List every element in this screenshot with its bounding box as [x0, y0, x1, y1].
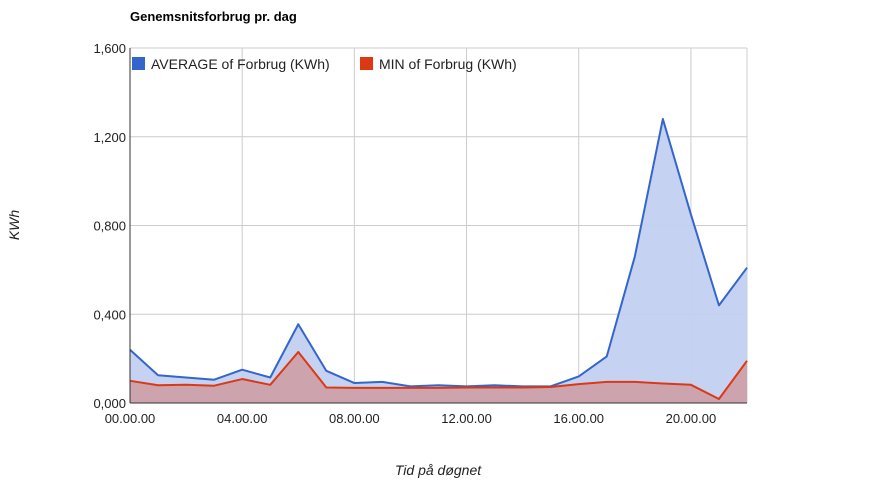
y-tick-label: 1,200 [93, 130, 126, 145]
legend-label: AVERAGE of Forbrug (KWh) [151, 56, 330, 72]
label-layer: 0,000 0,400 0,800 1,200 1,600 00.00.00 04.00.0… [93, 41, 716, 426]
chart-title: Genemsnitsforbrug pr. dag [130, 9, 297, 24]
x-tick-label: 12.00.00 [441, 411, 492, 426]
series-area-1 [130, 351, 747, 403]
legend-layer: AVERAGE of Forbrug (KWh) MIN of Forbrug (… [132, 56, 517, 72]
y-tick-label: 0,800 [93, 219, 126, 234]
legend-swatch [360, 57, 373, 70]
x-tick-label: 04.00.00 [217, 411, 268, 426]
y-tick-label: 0,400 [93, 307, 126, 322]
legend-swatch [132, 57, 145, 70]
x-tick-label: 20.00.00 [666, 411, 717, 426]
legend-label: MIN of Forbrug (KWh) [379, 56, 517, 72]
y-tick-label: 0,000 [93, 396, 126, 411]
x-axis-title: Tid på døgnet [395, 462, 482, 478]
line-layer [129, 118, 748, 401]
x-tick-label: 16.00.00 [553, 411, 604, 426]
series-area-0 [130, 119, 747, 403]
y-axis-title: KWh [6, 210, 22, 241]
x-tick-label: 00.00.00 [105, 411, 156, 426]
y-tick-label: 1,600 [93, 41, 126, 56]
area-layer [130, 119, 747, 403]
axis-layer [129, 48, 747, 404]
x-tick-label: 08.00.00 [329, 411, 380, 426]
